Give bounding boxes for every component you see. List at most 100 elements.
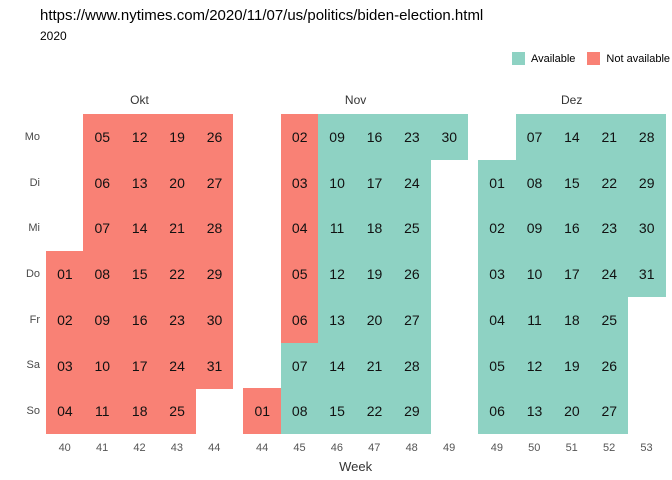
week-tick-label: 48 [405, 442, 418, 454]
day-cell: 13 [318, 296, 356, 343]
page-title: https://www.nytimes.com/2020/11/07/us/po… [40, 7, 484, 24]
day-cell: 07 [280, 342, 319, 389]
day-cell: 02 [478, 205, 516, 252]
day-cell: 29 [627, 159, 666, 206]
day-cell: 28 [195, 205, 234, 252]
day-cell: 24 [590, 251, 629, 298]
legend-item-not-available: Not available [587, 52, 670, 65]
day-cell: 16 [553, 205, 591, 252]
week-tick-label: 49 [490, 442, 503, 454]
day-cell: 17 [120, 342, 159, 389]
day-cell: 05 [478, 342, 516, 389]
day-cell: 13 [515, 388, 554, 435]
day-cell: 11 [318, 205, 356, 252]
day-cell: 14 [553, 114, 591, 161]
day-cell: 01 [243, 388, 282, 435]
day-row-label: So [26, 405, 40, 418]
day-cell: 10 [515, 251, 554, 298]
day-cell: 04 [478, 296, 516, 343]
day-row-label: Mi [28, 222, 40, 235]
day-cell: 25 [393, 205, 431, 252]
month-label: Nov [344, 93, 367, 107]
day-cell: 21 [590, 114, 629, 161]
day-cell: 29 [393, 388, 431, 435]
day-cell: 16 [120, 296, 159, 343]
day-cell: 04 [280, 205, 319, 252]
day-cell: 29 [195, 251, 234, 298]
x-axis-title: Week [339, 459, 373, 474]
day-cell: 09 [515, 205, 554, 252]
day-cell: 03 [46, 342, 84, 389]
day-cell: 08 [280, 388, 319, 435]
day-cell: 04 [46, 388, 84, 435]
week-tick-label: 44 [208, 442, 221, 454]
legend-label-available: Available [530, 52, 576, 65]
day-cell: 12 [120, 114, 159, 161]
day-cell: 11 [83, 388, 122, 435]
day-cell: 27 [393, 296, 431, 343]
day-cell: 19 [553, 342, 591, 389]
week-tick-label: 53 [640, 442, 653, 454]
day-cell: 18 [120, 388, 159, 435]
day-cell: 20 [158, 159, 196, 206]
day-cell: 30 [195, 296, 234, 343]
day-cell: 27 [195, 159, 234, 206]
day-row-label: Sa [26, 359, 40, 372]
day-row-label: Fr [29, 313, 40, 326]
week-tick-label: 52 [602, 442, 616, 454]
day-cell: 11 [515, 296, 554, 343]
not-available-swatch-icon [587, 52, 601, 65]
day-cell: 23 [393, 114, 431, 161]
day-cell: 26 [195, 114, 234, 161]
day-cell: 22 [158, 251, 196, 298]
legend-label-not-available: Not available [606, 52, 670, 65]
day-cell: 23 [158, 296, 196, 343]
day-cell: 09 [318, 114, 356, 161]
day-cell: 17 [355, 159, 394, 206]
day-cell: 22 [590, 159, 629, 206]
day-cell: 05 [83, 114, 122, 161]
day-cell: 26 [590, 342, 629, 389]
day-cell: 12 [318, 251, 356, 298]
day-cell: 03 [478, 251, 516, 298]
week-tick-label: 49 [442, 442, 456, 454]
day-cell: 21 [158, 205, 196, 252]
week-tick-label: 41 [95, 442, 109, 454]
day-cell: 03 [280, 159, 319, 206]
day-cell: 14 [318, 342, 356, 389]
week-tick-label: 40 [58, 442, 71, 454]
day-cell: 10 [83, 342, 122, 389]
day-cell: 06 [83, 159, 122, 206]
day-cell: 16 [355, 114, 394, 161]
day-cell: 20 [355, 296, 394, 343]
day-row-label: Do [25, 267, 40, 280]
day-cell: 27 [590, 388, 629, 435]
week-tick-label: 51 [565, 442, 578, 454]
week-tick-label: 47 [368, 442, 381, 454]
day-cell: 14 [120, 205, 159, 252]
day-cell: 07 [515, 114, 554, 161]
day-cell: 18 [553, 296, 591, 343]
day-cell: 24 [158, 342, 196, 389]
day-cell: 26 [393, 251, 431, 298]
day-cell: 09 [83, 296, 122, 343]
week-tick-label: 45 [293, 442, 306, 454]
day-cell: 31 [627, 251, 666, 298]
day-cell: 18 [355, 205, 394, 252]
available-swatch-icon [511, 52, 525, 65]
day-cell: 06 [280, 296, 319, 343]
week-tick-label: 44 [255, 442, 269, 454]
day-cell: 02 [280, 114, 319, 161]
day-cell: 30 [430, 114, 469, 161]
day-cell: 25 [590, 296, 629, 343]
day-cell: 13 [120, 159, 159, 206]
day-row-label: Di [29, 176, 40, 189]
day-cell: 25 [158, 388, 196, 435]
day-cell: 10 [318, 159, 356, 206]
month-label: Dez [561, 93, 583, 107]
day-cell: 20 [553, 388, 591, 435]
day-cell: 15 [553, 159, 591, 206]
day-cell: 12 [515, 342, 554, 389]
day-cell: 31 [195, 342, 234, 389]
